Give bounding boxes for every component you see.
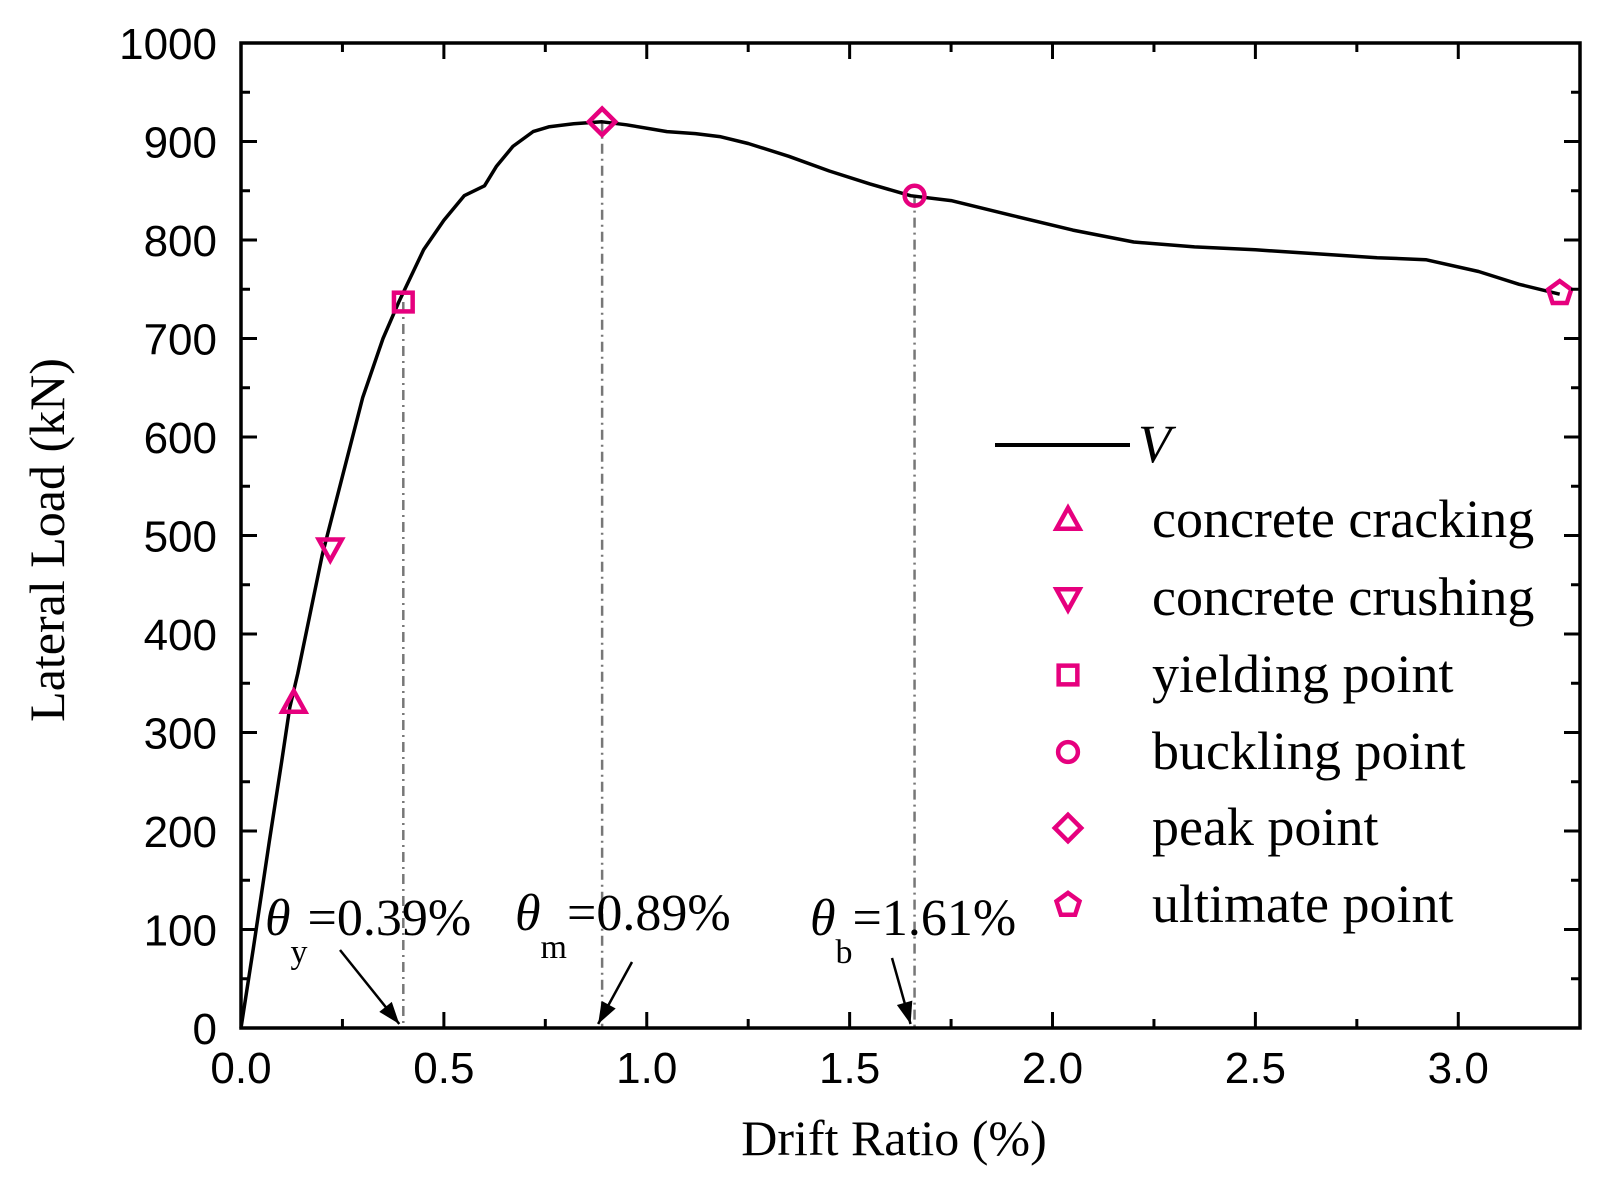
data-series [239, 120, 1561, 1029]
legend-line-label: V [1138, 414, 1177, 474]
legend-label: buckling point [1152, 721, 1465, 781]
annotation-subscript: m [541, 929, 567, 966]
annotation-symbol: θ [515, 885, 541, 942]
series-line-V [239, 120, 1561, 1029]
x-axis-label: Drift Ratio (%) [741, 1110, 1046, 1166]
legend-marker-buckling-point [1055, 739, 1081, 765]
y-tick-label: 500 [144, 513, 217, 562]
annotation-subscript: b [836, 934, 853, 971]
marker-yielding-point [391, 290, 415, 314]
legend-label: concrete crushing [1152, 567, 1534, 627]
annotation-value: =1.61% [853, 890, 1017, 947]
y-tick-label: 800 [144, 217, 217, 266]
legend-label: concrete cracking [1152, 489, 1534, 549]
x-tick-label: 0.0 [210, 1044, 271, 1093]
annotation-m: θm=0.89% [515, 885, 731, 966]
y-tick-label: 700 [144, 316, 217, 365]
annotation-arrow-head [598, 1000, 616, 1024]
y-tick-label: 200 [144, 808, 217, 857]
markers [278, 105, 1574, 714]
y-tick-label: 1000 [119, 20, 217, 69]
legend-marker-yielding-point [1056, 663, 1080, 687]
y-tick-label: 300 [144, 710, 217, 759]
axes: 0.0 0.5 1.0 1.5 2.0 2.5 3.0 0 100 200 300 400 500 600… [119, 20, 1582, 1093]
y-tick-label: 100 [144, 907, 217, 956]
y-tick-label: 900 [144, 119, 217, 168]
marker-concrete-crushing [314, 537, 346, 566]
annotation-subscript: y [291, 934, 308, 971]
legend-marker-peak-point [1051, 811, 1085, 845]
x-tick-label: 2.0 [1022, 1044, 1083, 1093]
annotation-y: θy=0.39% [265, 890, 471, 971]
annotation-value: =0.39% [308, 890, 472, 947]
legend-label: ultimate point [1152, 874, 1453, 934]
annotation-arrow-head [379, 1001, 400, 1024]
legend-marker-ultimate-point [1053, 890, 1083, 918]
x-tick-label: 3.0 [1428, 1044, 1489, 1093]
y-tick-label: 600 [144, 414, 217, 463]
legend-marker-concrete-crushing [1052, 586, 1084, 615]
annotation-symbol: θ [265, 890, 291, 947]
annotation-value: =0.89% [567, 885, 731, 942]
y-axis-label: Lateral Load (kN) [19, 358, 75, 722]
x-tick-label: 2.5 [1225, 1044, 1286, 1093]
x-tick-label: 1.0 [616, 1044, 677, 1093]
annotation-symbol: θ [810, 890, 836, 947]
legend-marker-concrete-cracking [1052, 503, 1084, 532]
y-tick-label: 400 [144, 611, 217, 660]
marker-buckling-point [902, 183, 927, 208]
annotations: θy=0.39% θm=0.89% θb=1.61% [265, 885, 1016, 1025]
marker-ultimate-point [1545, 278, 1574, 306]
reference-lines [402, 121, 916, 1028]
marker-peak-point [585, 105, 619, 139]
x-tick-label: 0.5 [413, 1044, 474, 1093]
x-tick-label: 1.5 [819, 1044, 880, 1093]
annotation-arrow-head [896, 1000, 913, 1024]
legend-label: yielding point [1152, 644, 1453, 704]
annotation-b: θb=1.61% [810, 890, 1016, 971]
legend-label: peak point [1152, 797, 1378, 857]
marker-concrete-cracking [278, 686, 310, 714]
y-tick-label: 0 [193, 1005, 217, 1054]
